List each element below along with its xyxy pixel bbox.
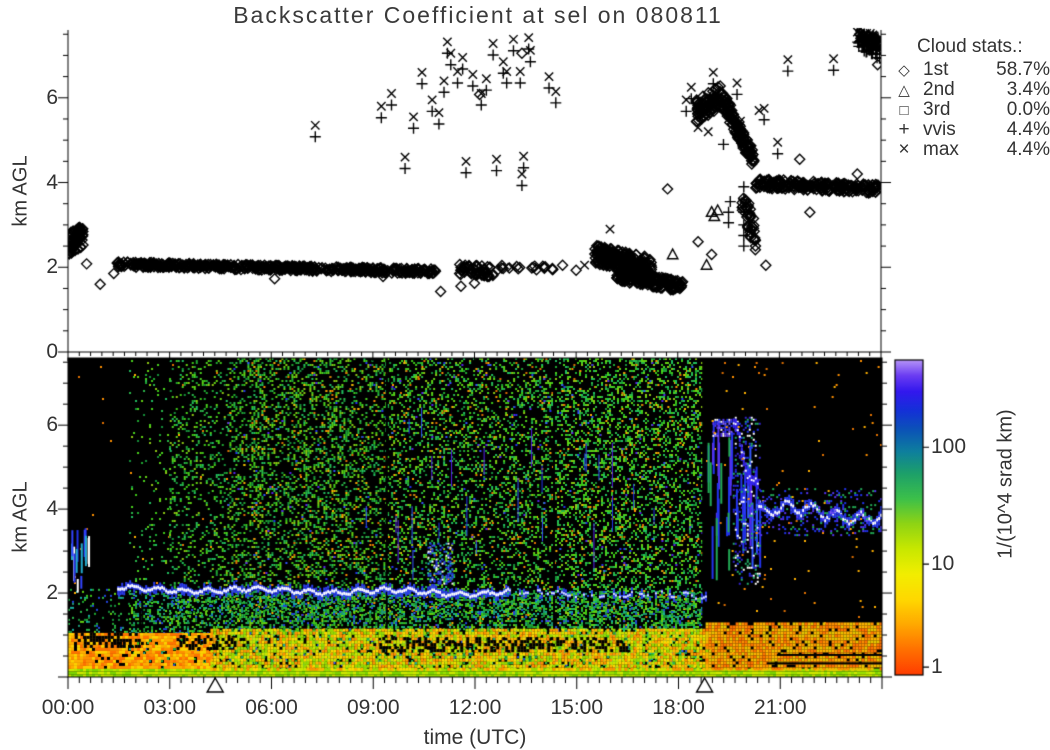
legend-item-max: × max 4.4% bbox=[893, 139, 1050, 160]
legend-item-1st: ◇ 1st 58.7% bbox=[893, 59, 1050, 80]
legend-value: 0.0% bbox=[1006, 99, 1050, 120]
colorbar-tick-label: 100 bbox=[931, 435, 967, 459]
legend-value: 3.4% bbox=[1006, 79, 1050, 100]
legend-label: 2nd bbox=[923, 79, 955, 100]
x-tick-label: 21:00 bbox=[753, 696, 807, 719]
cross-icon: × bbox=[898, 139, 910, 160]
y-tick-label: 2 bbox=[46, 255, 58, 279]
y-tick-label: 2 bbox=[46, 581, 58, 605]
cloud-stats-legend: Cloud stats.: ◇ 1st 58.7% △ 2nd 3.4% □ 3rd 0.0% +… bbox=[893, 36, 1050, 160]
chart-title: Backscatter Coefficient at sel on 080811 bbox=[233, 2, 723, 28]
x-tick-label: 15:00 bbox=[550, 696, 604, 719]
x-axis-label: time (UTC) bbox=[423, 726, 527, 749]
y-tick-label: 0 bbox=[46, 340, 58, 363]
triangle-icon: △ bbox=[898, 82, 910, 99]
diamond-icon: ◇ bbox=[898, 62, 910, 79]
square-icon: □ bbox=[899, 101, 909, 119]
y-tick-label: 4 bbox=[46, 170, 58, 194]
x-tick-label: 06:00 bbox=[245, 696, 298, 719]
colorbar-unit-label: 1/(10^4 srad km) bbox=[994, 409, 1017, 559]
legend-label: vvis bbox=[923, 119, 956, 140]
legend-value: 4.4% bbox=[1006, 139, 1050, 160]
colorbar-tick-label: 10 bbox=[931, 552, 955, 576]
x-tick-label: 18:00 bbox=[652, 696, 705, 719]
legend-value: 4.4% bbox=[1006, 119, 1050, 140]
y-tick-label: 6 bbox=[46, 85, 58, 109]
plus-icon: + bbox=[898, 119, 910, 140]
legend-label: 3rd bbox=[923, 99, 951, 120]
legend-value: 58.7% bbox=[996, 59, 1050, 80]
y-tick-label: 4 bbox=[46, 497, 58, 521]
x-tick-label: 03:00 bbox=[143, 696, 197, 719]
x-tick-label: 09:00 bbox=[346, 696, 400, 719]
legend-item-2nd: △ 2nd 3.4% bbox=[893, 79, 1050, 100]
legend-label: max bbox=[923, 139, 959, 160]
legend-rows: ◇ 1st 58.7% △ 2nd 3.4% □ 3rd 0.0% + vvis 4.4% × max 4.… bbox=[893, 59, 1050, 160]
legend-title: Cloud stats.: bbox=[917, 36, 1023, 57]
legend-label: 1st bbox=[923, 59, 949, 80]
y-tick-label: 6 bbox=[46, 413, 58, 437]
legend-item-vvis: + vvis 4.4% bbox=[893, 119, 1050, 140]
x-tick-label: 00:00 bbox=[41, 696, 95, 719]
colorbar-tick-label: 1 bbox=[931, 655, 943, 679]
legend-item-3rd: □ 3rd 0.0% bbox=[893, 99, 1050, 120]
x-tick-label: 12:00 bbox=[448, 696, 502, 719]
